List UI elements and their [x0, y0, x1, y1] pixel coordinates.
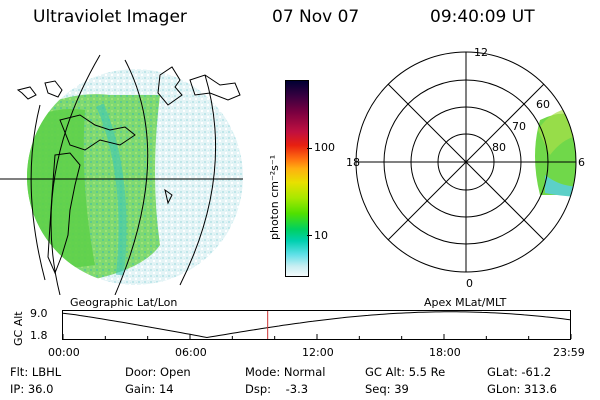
glon-info: GLon: 313.6 [487, 382, 557, 396]
filter-info: Flt: LBHL [10, 365, 62, 379]
dsp-info: Dsp: -3.3 [245, 382, 309, 396]
tick-label-2359: 23:59 [553, 346, 585, 359]
door-info: Door: Open [125, 365, 191, 379]
polar-aurora [535, 107, 576, 197]
tick-label-1200: 12:00 [302, 346, 334, 359]
mode-info: Mode: Normal [245, 365, 326, 379]
polar-plot [355, 51, 577, 273]
seq-info: Seq: 39 [365, 382, 409, 396]
altitude-ylabel: GC Alt [12, 311, 25, 346]
glat-info: GLat: -61.2 [487, 365, 552, 379]
lat-lon-grid [0, 54, 243, 295]
lat-label-80: 80 [492, 141, 506, 154]
left-panel-label: Geographic Lat/Lon [70, 296, 178, 309]
altitude-ymin: 1.8 [30, 329, 48, 342]
colorbar-unit: photon cm⁻²s⁻¹ [268, 154, 281, 240]
altitude-plot [62, 310, 572, 340]
coastlines [16, 66, 241, 275]
colorbar [285, 80, 309, 277]
altitude-ticks [62, 334, 572, 339]
tick-label-1800: 18:00 [429, 346, 461, 359]
gc-alt-info: GC Alt: 5.5 Re [365, 365, 446, 379]
lat-label-70: 70 [512, 120, 526, 133]
colorbar-tick-10 [307, 235, 312, 236]
tick-label-0600: 06:00 [175, 346, 207, 359]
lat-label-60: 60 [536, 98, 550, 111]
instrument-title: Ultraviolet Imager [33, 7, 187, 27]
mlt-label-12: 12 [474, 46, 488, 59]
gain-info: Gain: 14 [125, 382, 174, 396]
mlt-label-0: 0 [466, 277, 473, 290]
colorbar-label-10: 10 [314, 229, 328, 242]
mlt-label-18: 18 [346, 156, 360, 169]
polar-grid [355, 51, 577, 273]
colorbar-label-100: 100 [314, 141, 335, 154]
ip-info: IP: 36.0 [10, 382, 54, 396]
date-label: 07 Nov 07 [272, 7, 360, 27]
mlt-label-6: 6 [578, 156, 585, 169]
altitude-curve [62, 311, 572, 339]
geographic-image [0, 54, 243, 295]
tick-label-0000: 00:00 [48, 346, 80, 359]
altitude-ymax: 9.0 [30, 307, 48, 320]
colorbar-tick-100 [307, 148, 312, 149]
right-panel-label: Apex MLat/MLT [424, 296, 507, 309]
time-label: 09:40:09 UT [430, 7, 535, 27]
